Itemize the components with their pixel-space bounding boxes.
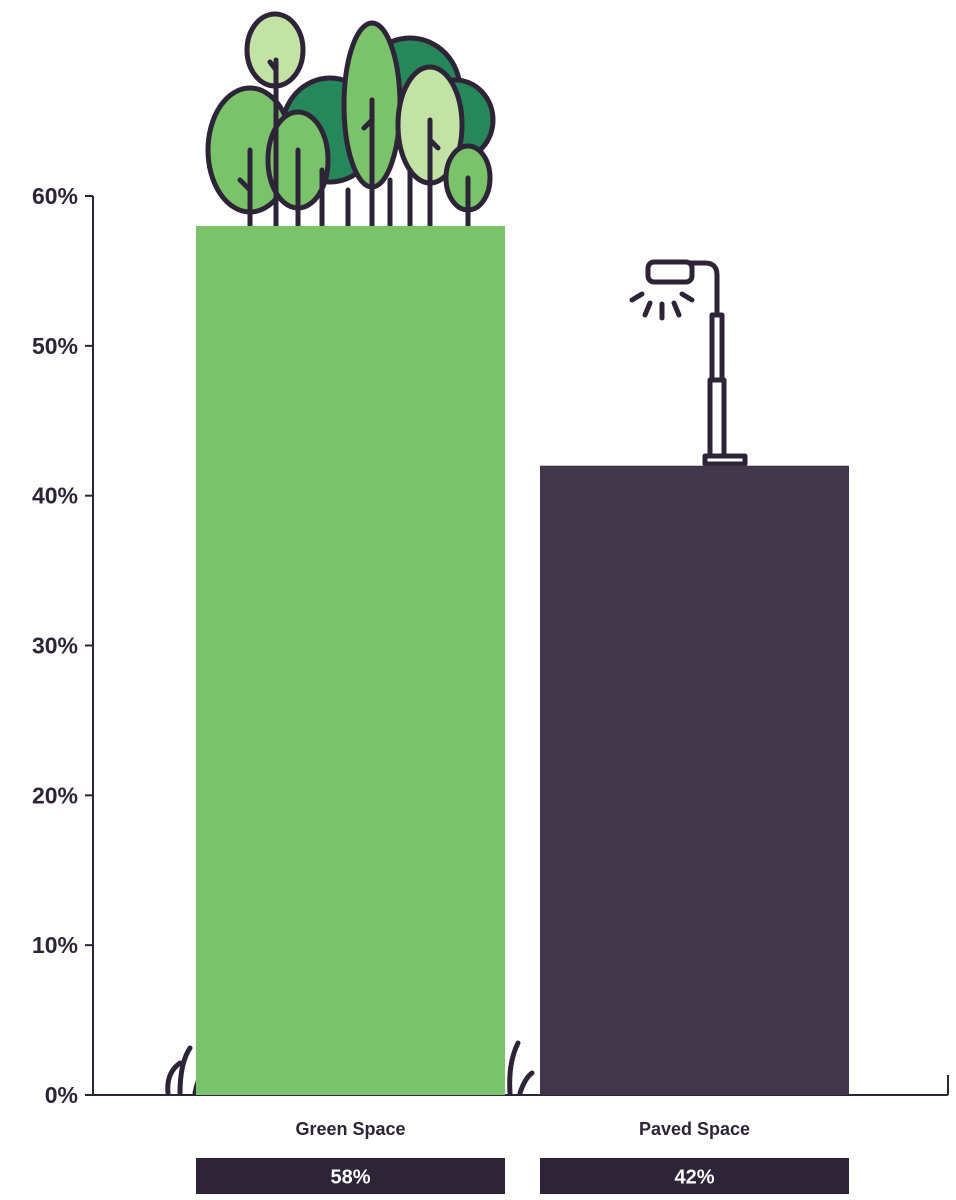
y-tick-label: 50% [32,333,78,359]
lamp-rays [629,291,748,467]
value-label: 42% [674,1166,714,1188]
lamp-pole [687,260,727,458]
y-tick-label: 30% [32,633,78,659]
y-tick-label: 0% [45,1082,78,1108]
value-label-box [196,1158,505,1194]
x-tick-label: Green Space [295,1119,405,1139]
tree-trunks [237,57,471,229]
y-tick-label: 10% [32,932,78,958]
value-label: 58% [330,1166,370,1188]
x-tick-label: Paved Space [639,1119,750,1139]
trees-illustration [205,11,496,229]
bar [196,225,505,1095]
y-tick-label: 40% [32,483,78,509]
y-tick-label: 60% [32,183,78,209]
lamp-head [645,259,695,285]
y-tick-label: 20% [32,782,78,808]
bar [540,465,849,1095]
value-label-box [540,1158,849,1194]
lamp-illustration [629,259,748,467]
